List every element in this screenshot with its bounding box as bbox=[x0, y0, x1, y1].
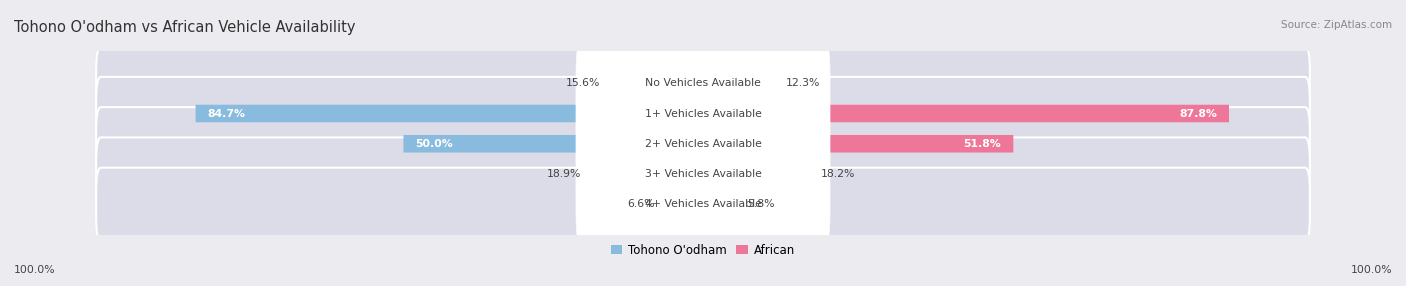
FancyBboxPatch shape bbox=[195, 105, 703, 122]
Text: 3+ Vehicles Available: 3+ Vehicles Available bbox=[644, 169, 762, 179]
FancyBboxPatch shape bbox=[96, 107, 1310, 180]
Text: 51.8%: 51.8% bbox=[963, 139, 1001, 149]
Text: Tohono O'odham vs African Vehicle Availability: Tohono O'odham vs African Vehicle Availa… bbox=[14, 20, 356, 35]
FancyBboxPatch shape bbox=[96, 137, 1310, 210]
FancyBboxPatch shape bbox=[576, 38, 830, 129]
Legend: Tohono O'odham, African: Tohono O'odham, African bbox=[606, 239, 800, 262]
FancyBboxPatch shape bbox=[589, 165, 703, 183]
FancyBboxPatch shape bbox=[703, 165, 813, 183]
FancyBboxPatch shape bbox=[576, 159, 830, 250]
Text: 18.2%: 18.2% bbox=[821, 169, 855, 179]
Text: 18.9%: 18.9% bbox=[547, 169, 581, 179]
FancyBboxPatch shape bbox=[576, 98, 830, 189]
Text: 50.0%: 50.0% bbox=[415, 139, 453, 149]
Text: 100.0%: 100.0% bbox=[14, 265, 56, 275]
FancyBboxPatch shape bbox=[96, 77, 1310, 150]
FancyBboxPatch shape bbox=[703, 196, 738, 213]
Text: 2+ Vehicles Available: 2+ Vehicles Available bbox=[644, 139, 762, 149]
Text: 100.0%: 100.0% bbox=[1350, 265, 1392, 275]
Text: 12.3%: 12.3% bbox=[786, 78, 820, 88]
Text: No Vehicles Available: No Vehicles Available bbox=[645, 78, 761, 88]
FancyBboxPatch shape bbox=[576, 129, 830, 219]
Text: 4+ Vehicles Available: 4+ Vehicles Available bbox=[644, 199, 762, 209]
Text: 87.8%: 87.8% bbox=[1180, 108, 1218, 118]
FancyBboxPatch shape bbox=[96, 47, 1310, 120]
Text: 1+ Vehicles Available: 1+ Vehicles Available bbox=[644, 108, 762, 118]
Text: 6.6%: 6.6% bbox=[627, 199, 654, 209]
FancyBboxPatch shape bbox=[664, 196, 703, 213]
FancyBboxPatch shape bbox=[96, 168, 1310, 241]
FancyBboxPatch shape bbox=[576, 68, 830, 159]
FancyBboxPatch shape bbox=[703, 135, 1014, 152]
Text: 15.6%: 15.6% bbox=[567, 78, 600, 88]
FancyBboxPatch shape bbox=[703, 105, 1229, 122]
Text: 5.8%: 5.8% bbox=[747, 199, 775, 209]
Text: 84.7%: 84.7% bbox=[208, 108, 246, 118]
FancyBboxPatch shape bbox=[703, 74, 776, 92]
Text: Source: ZipAtlas.com: Source: ZipAtlas.com bbox=[1281, 20, 1392, 30]
FancyBboxPatch shape bbox=[610, 74, 703, 92]
FancyBboxPatch shape bbox=[404, 135, 703, 152]
